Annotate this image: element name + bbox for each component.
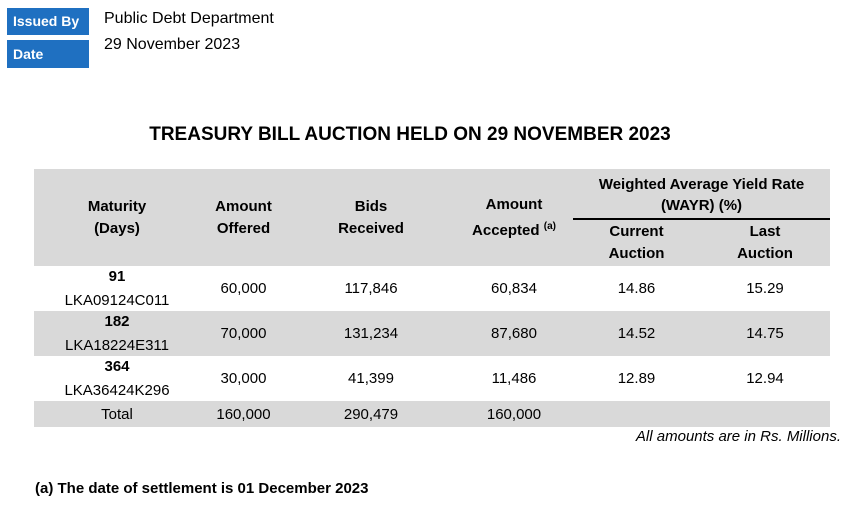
maturity-cell: 364 LKA36424K296 [34, 356, 200, 401]
maturity-code: LKA09124C011 [64, 292, 170, 309]
header-last-line1: Last [749, 223, 781, 240]
header-accepted-line2: Accepted [472, 221, 540, 239]
header-bids-line2: Received [338, 219, 404, 237]
header-accepted: Amount Accepted (a) [455, 169, 573, 266]
amount-offered-cell: 60,000 [220, 280, 267, 297]
header-maturity: Maturity (Days) [34, 169, 200, 266]
maturity-days: 364 [104, 358, 130, 375]
maturity-days: 182 [104, 313, 130, 330]
issued-by-value: Public Debt Department [104, 10, 274, 27]
header-bids-line1: Bids [354, 197, 388, 215]
amount-offered-cell: 70,000 [220, 325, 267, 342]
header-wayr-line2: (WAYR) (%) [660, 196, 743, 214]
header-offered: Amount Offered [200, 169, 287, 266]
header-offered-line2: Offered [216, 219, 271, 237]
table-row: 364 LKA36424K296 30,000 41,399 11,486 12… [34, 356, 830, 401]
date-label: Date [7, 40, 89, 68]
maturity-code: LKA36424K296 [64, 382, 170, 399]
header-bids: Bids Received [287, 169, 455, 266]
header-current-line1: Current [609, 223, 664, 240]
date-value: 29 November 2023 [104, 36, 241, 53]
current-wayr-cell: 14.52 [617, 325, 656, 342]
total-row: Total 160,000 290,479 160,000 [34, 401, 830, 427]
header-current-auction: Current Auction [573, 219, 700, 266]
maturity-cell: 91 LKA09124C011 [34, 266, 200, 311]
table-row: 182 LKA18224E311 70,000 131,234 87,680 1… [34, 311, 830, 356]
amount-accepted-cell: 11,486 [491, 370, 537, 387]
bids-received-cell: 117,846 [344, 280, 398, 297]
total-last-empty [700, 401, 830, 427]
header-maturity-line2: (Days) [94, 219, 140, 237]
auction-table: Maturity (Days) Amount Offered Bids Rece… [34, 169, 830, 427]
header-accepted-footnote-marker: (a) [543, 220, 556, 232]
amount-offered-cell: 30,000 [220, 370, 267, 387]
issued-by-label: Issued By [7, 8, 89, 35]
maturity-cell: 182 LKA18224E311 [34, 311, 200, 356]
table-header-row: Maturity (Days) Amount Offered Bids Rece… [34, 169, 830, 239]
maturity-code: LKA18224E311 [65, 337, 169, 354]
amount-accepted-cell: 87,680 [491, 325, 537, 342]
settlement-footnote: (a) The date of settlement is 01 Decembe… [35, 480, 369, 497]
total-bids: 290,479 [343, 405, 399, 423]
page-title: TREASURY BILL AUCTION HELD ON 29 NOVEMBE… [149, 124, 671, 145]
current-wayr-cell: 14.86 [617, 280, 656, 297]
current-wayr-cell: 12.89 [617, 370, 656, 387]
total-accepted: 160,000 [486, 405, 542, 423]
header-last-line2: Auction [737, 245, 793, 262]
header-accepted-line1: Amount [485, 195, 543, 213]
last-wayr-cell: 12.94 [746, 370, 784, 387]
amount-accepted-cell: 60,834 [491, 280, 537, 297]
total-label: Total [101, 405, 133, 423]
total-offered: 160,000 [216, 405, 271, 423]
last-wayr-cell: 15.29 [746, 280, 784, 297]
last-wayr-cell: 14.75 [746, 325, 784, 342]
table-row: 91 LKA09124C011 60,000 117,846 60,834 14… [34, 266, 830, 311]
header-wayr-line1: Weighted Average Yield Rate [598, 175, 805, 193]
maturity-days: 91 [108, 268, 126, 285]
units-note: All amounts are in Rs. Millions. [635, 428, 841, 445]
total-current-empty [573, 401, 700, 427]
header-last-auction: Last Auction [700, 219, 830, 266]
header-maturity-line1: Maturity [87, 197, 147, 215]
bids-received-cell: 131,234 [343, 325, 399, 342]
header-offered-line1: Amount [215, 197, 272, 215]
header-current-line2: Auction [608, 245, 665, 262]
header-wayr: Weighted Average Yield Rate (WAYR) (%) [573, 169, 830, 220]
bids-received-cell: 41,399 [348, 370, 394, 387]
